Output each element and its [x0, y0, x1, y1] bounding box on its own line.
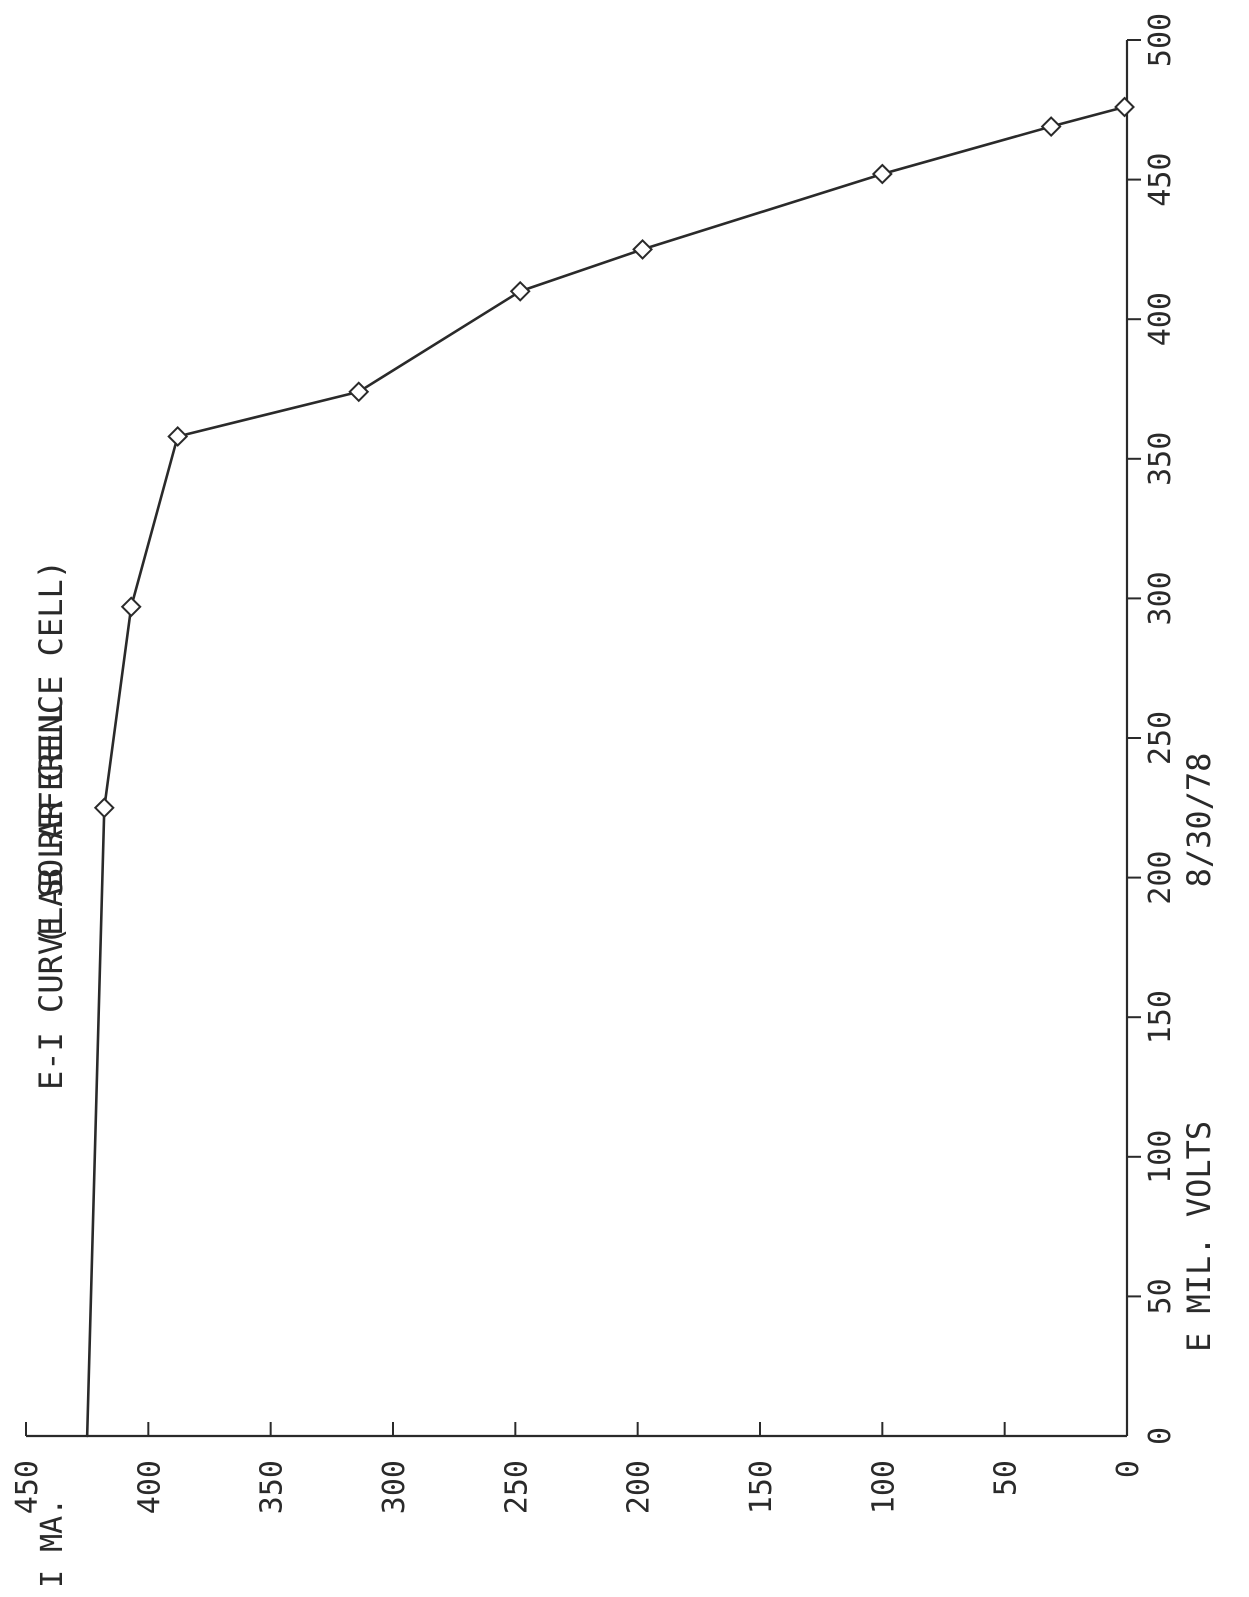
x-tick-label: 500	[1143, 13, 1178, 67]
data-point	[348, 381, 370, 403]
date-label: 8/30/78	[1180, 753, 1218, 888]
data-markers	[93, 96, 1135, 819]
data-point	[632, 238, 653, 260]
y-tick-label: 300	[377, 1460, 412, 1514]
data-point	[1114, 96, 1135, 118]
chart-subtitle: (LAB REFERENCE CELL)	[32, 560, 70, 945]
y-tick-label: 150	[744, 1460, 779, 1514]
axes: 0 50 100 150 200 250 300 350 400 450 0 50 100 150 200 2…	[10, 13, 1178, 1514]
x-tick-label: 200	[1143, 851, 1178, 905]
x-tick-label: 100	[1143, 1130, 1178, 1184]
y-tick-label: 0	[1111, 1460, 1146, 1478]
y-tick-label: 250	[499, 1460, 534, 1514]
chart-labels: E-I CURVE SOLAR CELL (LAB REFERENCE CELL…	[32, 560, 1218, 1588]
x-tick-label: 450	[1143, 153, 1178, 207]
y-tick-label: 100	[866, 1460, 901, 1514]
data-point	[93, 797, 115, 819]
data-curve	[85, 105, 1126, 1438]
x-tick-label: 0	[1143, 1427, 1178, 1445]
y-tick-label: 400	[132, 1460, 167, 1514]
x-tick-label: 50	[1143, 1278, 1178, 1314]
x-axis-label: E MIL. VOLTS	[1180, 1121, 1218, 1352]
data-point	[871, 163, 893, 185]
y-axis-label: I MA.	[35, 1498, 70, 1588]
chart-title: E-I CURVE SOLAR CELL	[32, 705, 70, 1090]
x-tick-label: 150	[1143, 990, 1178, 1044]
x-tick-label: 400	[1143, 292, 1178, 346]
data-point	[509, 280, 531, 302]
y-tick-label: 50	[989, 1460, 1024, 1496]
y-tick-label: 200	[622, 1460, 657, 1514]
data-point	[1040, 116, 1062, 137]
data-point	[120, 596, 142, 618]
x-tick-label: 250	[1143, 711, 1178, 765]
y-tick-label: 450	[10, 1460, 45, 1514]
y-tick-label: 350	[255, 1460, 290, 1514]
x-tick-label: 300	[1143, 571, 1178, 625]
data-point	[167, 426, 189, 447]
x-tick-label: 350	[1143, 432, 1178, 486]
series-line	[85, 105, 1126, 1438]
